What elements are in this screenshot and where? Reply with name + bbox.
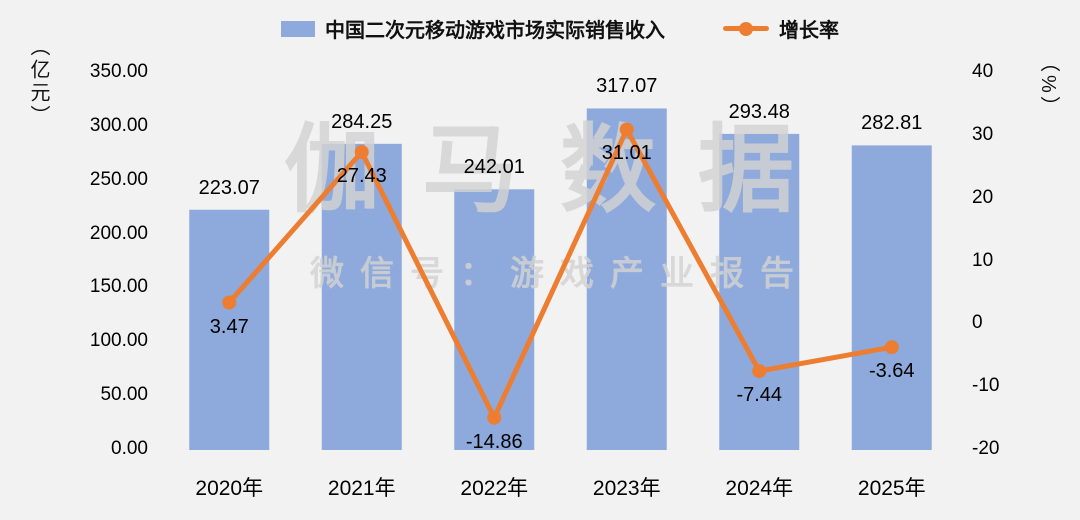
growth-rate-point xyxy=(752,364,767,379)
growth-rate-line xyxy=(226,126,895,421)
bar-2024年 xyxy=(719,133,800,450)
growth-rate-point xyxy=(222,295,237,310)
legend-label-growth: 增长率 xyxy=(779,20,839,42)
bar-2021年 xyxy=(321,143,402,450)
bar-series-swatch-icon xyxy=(281,20,315,37)
growth-rate-point xyxy=(487,410,502,425)
line-series-swatch-icon xyxy=(723,21,769,36)
legend-item-revenue: 中国二次元移动游戏市场实际销售收入 xyxy=(281,14,665,43)
bar-2022年 xyxy=(454,189,535,450)
growth-rate-point xyxy=(619,122,634,137)
right-axis-unit-label: （%） xyxy=(1037,52,1059,119)
legend-label-revenue: 中国二次元移动游戏市场实际销售收入 xyxy=(325,20,665,42)
bar-2020年 xyxy=(189,209,270,450)
legend-item-growth: 增长率 xyxy=(723,14,839,43)
growth-rate-point xyxy=(884,340,899,355)
line-series-dot-icon xyxy=(739,21,753,36)
bar-2025年 xyxy=(851,145,932,450)
bar-2023年 xyxy=(586,108,667,451)
legend: 中国二次元移动游戏市场实际销售收入 增长率 xyxy=(160,14,960,43)
left-axis-unit-label: （亿元） xyxy=(27,36,49,128)
growth-rate-point xyxy=(354,144,369,159)
